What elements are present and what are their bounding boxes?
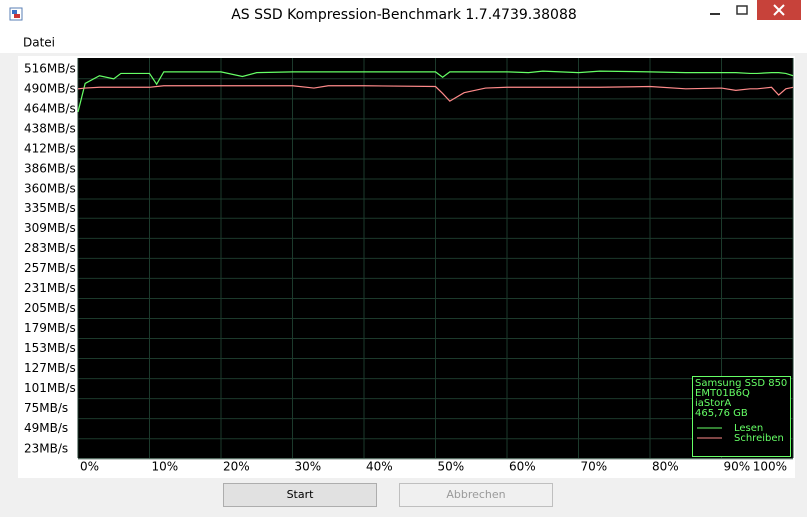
y-tick-label: 335MB/s: [24, 201, 76, 215]
x-tick-label: 40%: [366, 460, 393, 474]
y-tick-label: 205MB/s: [24, 301, 76, 315]
menu-item[interactable]: Datei: [23, 36, 55, 50]
button-label[interactable]: Start: [287, 488, 315, 501]
legend-info: EMT01B6Q: [695, 388, 750, 399]
button-label: Abbrechen: [446, 488, 505, 501]
x-tick-label: 20%: [223, 460, 250, 474]
y-tick-label: 153MB/s: [24, 341, 76, 355]
y-tick-label: 309MB/s: [24, 221, 76, 235]
data-line: [77, 70, 794, 113]
app-icon: [9, 7, 23, 21]
y-tick-label: 231MB/s: [24, 281, 76, 295]
x-tick-label: 100%: [753, 460, 787, 474]
x-tick-label: 10%: [152, 460, 179, 474]
y-tick-label: 75MB/s: [24, 401, 68, 415]
y-tick-label: 283MB/s: [24, 241, 76, 255]
title-bar: [0, 0, 807, 31]
maximize-button[interactable]: [729, 0, 756, 20]
start-button[interactable]: Start: [223, 483, 377, 507]
x-tick-label: 0%: [80, 460, 99, 474]
close-button[interactable]: [757, 0, 801, 20]
x-tick-label: 70%: [581, 460, 608, 474]
y-tick-label: 23MB/s: [24, 441, 68, 455]
x-tick-label: 60%: [509, 460, 536, 474]
x-tick-label: 80%: [652, 460, 679, 474]
y-tick-label: 101MB/s: [24, 381, 76, 395]
y-tick-label: 360MB/s: [24, 182, 76, 196]
y-tick-label: 412MB/s: [24, 141, 76, 155]
y-tick-label: 386MB/s: [24, 161, 76, 175]
legend-info: 465,76 GB: [695, 408, 748, 419]
y-tick-label: 490MB/s: [24, 81, 76, 95]
legend-info: iaStorA: [695, 398, 731, 409]
y-tick-label: 464MB/s: [24, 101, 76, 115]
legend-info: Samsung SSD 850: [695, 378, 787, 389]
y-tick-label: 49MB/s: [24, 421, 68, 435]
legend-box: [692, 376, 791, 457]
y-tick-label: 516MB/s: [24, 61, 76, 75]
y-tick-label: 257MB/s: [24, 261, 76, 275]
legend-label: Lesen: [734, 423, 763, 434]
y-tick-label: 179MB/s: [24, 321, 76, 335]
y-tick-label: 438MB/s: [24, 121, 76, 135]
x-tick-label: 90%: [724, 460, 751, 474]
menu-bar: [0, 31, 807, 53]
cancel-button: Abbrechen: [399, 483, 553, 507]
data-line: [77, 85, 794, 102]
minimize-button[interactable]: [701, 0, 729, 20]
y-tick-label: 127MB/s: [24, 361, 76, 375]
x-tick-label: 50%: [438, 460, 465, 474]
legend-label: Schreiben: [734, 433, 784, 444]
x-tick-label: 30%: [295, 460, 322, 474]
window-title: AS SSD Kompression-Benchmark 1.7.4739.38…: [231, 7, 577, 23]
